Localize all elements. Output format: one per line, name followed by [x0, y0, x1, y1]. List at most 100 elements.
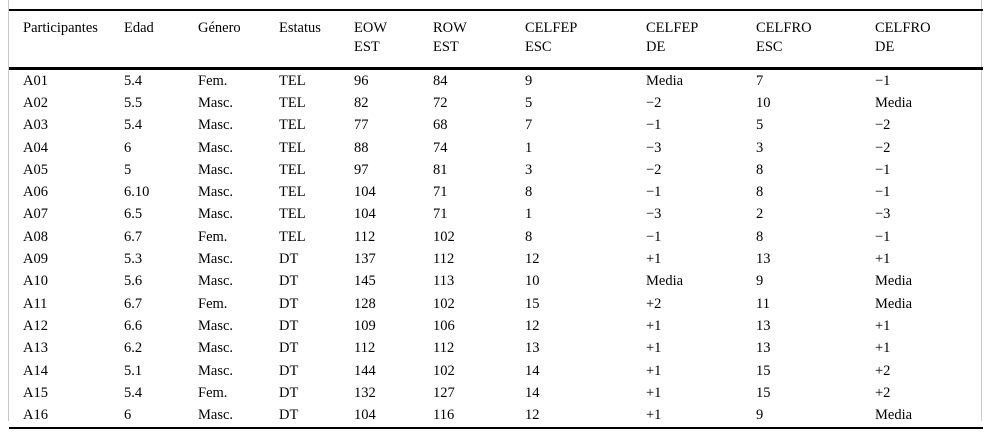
participant-id-cell: A04 [23, 139, 48, 156]
table-cell: Fem. [198, 72, 228, 89]
table-row: A10 5.6 Masc. DT 145 113 10 Media 9 Media [9, 271, 983, 293]
table-cell: 13 [756, 251, 771, 268]
table-cell: Media [875, 273, 913, 290]
table-cell: +2 [875, 362, 891, 379]
table-cell: TEL [279, 94, 306, 111]
column-header: CELFRO ESC [756, 10, 875, 69]
table-row: A14 5.1 Masc. DT 144 102 14 +1 15 +2 [9, 360, 983, 382]
column-header-line2: ESC [525, 39, 552, 55]
table-cell: 74 [433, 139, 448, 156]
table-cell: Masc. [198, 139, 234, 156]
column-header-line2: ESC [756, 39, 783, 55]
table-cell: 8 [525, 184, 533, 201]
table-cell: Masc. [198, 94, 234, 111]
table-cell: Media [875, 94, 913, 111]
table-row: A04 6 Masc. TEL 88 74 1 −3 3 −2 [9, 137, 983, 159]
table-cell: 6 [124, 407, 132, 424]
table-row: A07 6.5 Masc. TEL 104 71 1 −3 2 −3 [9, 204, 983, 226]
column-header-line1: Participantes [23, 20, 98, 36]
table-cell: Masc. [198, 161, 234, 178]
participant-id-cell: A03 [23, 117, 48, 134]
table-cell: 1 [525, 139, 533, 156]
table-cell: 127 [433, 384, 455, 401]
table-cell: 6.2 [124, 340, 143, 357]
table-cell: 6.5 [124, 206, 143, 223]
table-cell: 112 [433, 251, 455, 268]
table-header: Participantes Edad Género Estatus EOW EST ROW E… [9, 10, 983, 69]
table-cell: 6.10 [124, 184, 150, 201]
table-cell: 112 [433, 340, 455, 357]
participant-id-cell: A07 [23, 206, 48, 223]
table-cell: DT [279, 295, 299, 312]
table-cell: +1 [646, 317, 662, 334]
participant-id-cell: A05 [23, 161, 48, 178]
table-cell: 71 [433, 206, 448, 223]
column-header-line1: CELFRO [875, 20, 931, 36]
table-cell: Media [875, 407, 913, 424]
column-header-line1: Estatus [279, 20, 321, 36]
column-header: CELFEP ESC [525, 10, 646, 69]
table-row: A13 6.2 Masc. DT 112 112 13 +1 13 +1 [9, 338, 983, 360]
table-cell: 9 [525, 72, 533, 89]
table-cell: −1 [646, 228, 662, 245]
participant-id-cell: A08 [23, 228, 48, 245]
participant-id-cell: A16 [23, 407, 48, 424]
table-cell: +1 [646, 384, 662, 401]
table-cell: 84 [433, 72, 448, 89]
table-cell: 104 [354, 206, 376, 223]
participant-id-cell: A14 [23, 362, 48, 379]
column-header-line2: EST [433, 39, 459, 55]
column-header: Estatus [279, 10, 354, 69]
table-cell: 132 [354, 384, 376, 401]
table-row: A06 6.10 Masc. TEL 104 71 8 −1 8 −1 [9, 181, 983, 203]
table-cell: 2 [756, 206, 764, 223]
table-cell: 77 [354, 117, 369, 134]
table-cell: 14 [525, 384, 540, 401]
table-cell: TEL [279, 117, 306, 134]
table-cell: 6.7 [124, 228, 143, 245]
table-cell: Masc. [198, 206, 234, 223]
table-cell: Masc. [198, 117, 234, 134]
table-cell: Masc. [198, 340, 234, 357]
table-cell: TEL [279, 228, 306, 245]
table-cell: 9 [756, 407, 764, 424]
table-cell: 11 [756, 295, 770, 312]
table-cell: 72 [433, 94, 448, 111]
table-cell: Fem. [198, 295, 228, 312]
column-header: Edad [124, 10, 198, 69]
header-row: Participantes Edad Género Estatus EOW EST ROW E… [9, 10, 983, 69]
table-cell: 81 [433, 161, 448, 178]
table-cell: 82 [354, 94, 369, 111]
table-cell: +1 [646, 407, 662, 424]
scanned-table-frame: Participantes Edad Género Estatus EOW EST ROW E… [8, 0, 983, 428]
table-cell: 9 [756, 273, 764, 290]
table-cell: 96 [354, 72, 369, 89]
table-cell: +1 [646, 251, 662, 268]
column-header-line1: CELFRO [756, 20, 812, 36]
table-cell: Masc. [198, 317, 234, 334]
table-cell: 5 [525, 94, 533, 111]
table-cell: 13 [756, 340, 771, 357]
table-cell: 104 [354, 184, 376, 201]
table-cell: 10 [525, 273, 540, 290]
table-cell: 102 [433, 362, 455, 379]
table-cell: TEL [279, 206, 306, 223]
column-header: Participantes [9, 10, 124, 69]
table-cell: DT [279, 251, 299, 268]
table-cell: 6 [124, 139, 132, 156]
table-cell: −2 [875, 117, 891, 134]
table-cell: +2 [646, 295, 662, 312]
table-cell: −3 [875, 206, 891, 223]
table-cell: +1 [875, 317, 891, 334]
table-row: A12 6.6 Masc. DT 109 106 12 +1 13 +1 [9, 315, 983, 337]
table-cell: Media [875, 295, 913, 312]
table-cell: 10 [756, 94, 771, 111]
table-cell: −1 [875, 184, 891, 201]
column-header-line1: CELFEP [646, 20, 699, 36]
table-cell: 5.4 [124, 384, 143, 401]
table-row: A11 6.7 Fem. DT 128 102 15 +2 11 Media [9, 293, 983, 315]
participant-id-cell: A15 [23, 384, 48, 401]
table-cell: 5.4 [124, 72, 143, 89]
column-header: ROW EST [433, 10, 525, 69]
column-header-line1: EOW [354, 20, 388, 36]
